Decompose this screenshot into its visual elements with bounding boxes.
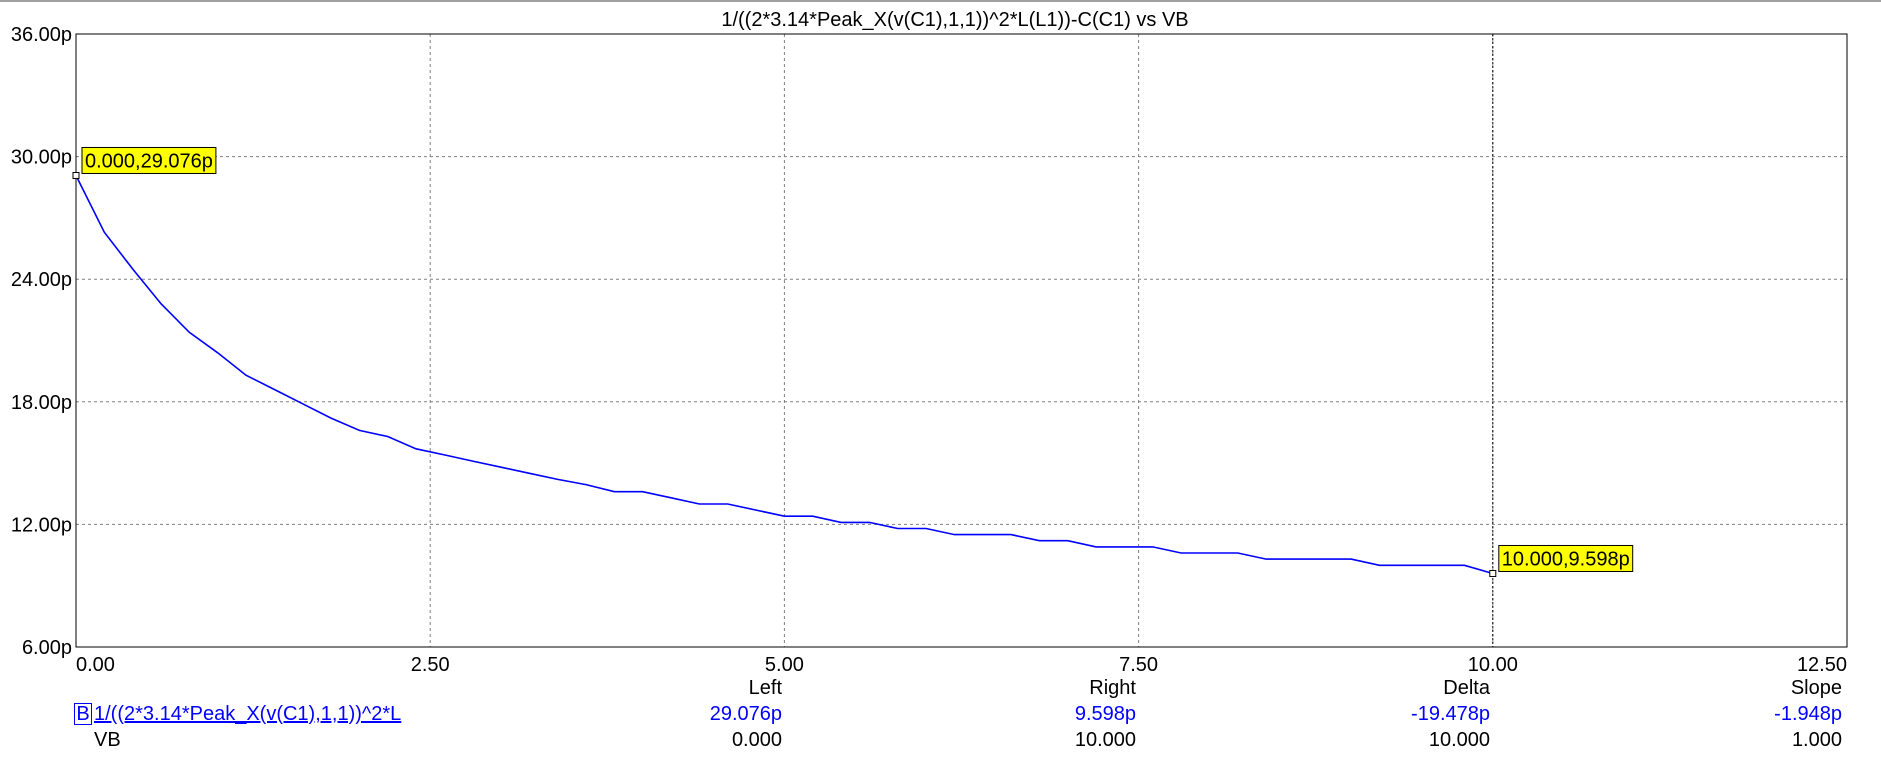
cursor-marker[interactable] [1489, 569, 1497, 577]
x-variable-name: VB [94, 729, 121, 751]
x-tick-label: 0.00 [76, 654, 115, 672]
y-tick-label: 6.00p [22, 637, 72, 659]
y-tick-label: 24.00p [11, 269, 72, 291]
readout-header-delta: Delta [1443, 677, 1490, 699]
plot-area [75, 33, 1848, 648]
cursor-marker[interactable] [72, 171, 80, 179]
cursor-label: 10.000,9.598p [1502, 548, 1630, 570]
readout-header-left: Left [748, 677, 782, 699]
x-tick-label: 5.00 [765, 654, 804, 672]
chart-title: 1/((2*3.14*Peak_X(v(C1),1,1))^2*L(L1))-C… [721, 9, 1188, 31]
grid [76, 34, 1847, 647]
x-tick-label: 7.50 [1119, 654, 1158, 672]
trace-value-left: 29.076p [709, 703, 782, 725]
trace-value-right: 9.598p [1074, 703, 1136, 725]
x-tick-label: 10.00 [1468, 654, 1518, 672]
cursor-layer[interactable]: 0.000,29.076p 10.000,9.598p [72, 34, 1634, 647]
series-line [75, 175, 1494, 575]
readout-header-slope: Slope [1790, 677, 1842, 699]
cursor-label-box [1498, 544, 1634, 572]
y-tick-label: 30.00p [11, 147, 72, 169]
x-axis-ticks: 0.00 2.50 5.00 7.50 10.00 12.50 [76, 654, 1847, 672]
trace-value-slope: -1.948p [1774, 703, 1842, 725]
chart: 1/((2*3.14*Peak_X(v(C1),1,1))^2*L(L1))-C… [11, 9, 1848, 672]
y-tick-label: 12.00p [11, 514, 72, 536]
y-tick-label: 18.00p [11, 392, 72, 414]
series-layer [75, 175, 1494, 575]
xvar-value-left: 0.000 [731, 729, 782, 751]
cursor-label-box [81, 146, 217, 174]
y-axis-ticks: 6.00p 12.00p 18.00p 24.00p 30.00p 36.00p [11, 24, 72, 659]
x-tick-label: 2.50 [411, 654, 450, 672]
xvar-value-slope: 1.000 [1791, 729, 1842, 751]
trace-name[interactable]: 1/((2*3.14*Peak_X(v(C1),1,1))^2*L [94, 703, 402, 725]
trace-box-icon[interactable]: B [74, 703, 92, 725]
xvar-value-right: 10.000 [1074, 729, 1136, 751]
x-tick-label: 12.50 [1797, 654, 1847, 672]
trace-value-delta: -19.478p [1411, 703, 1490, 725]
window-top-border [0, 0, 1881, 2]
cursor-label: 0.000,29.076p [85, 150, 213, 172]
readout-header-right: Right [1089, 677, 1136, 699]
trace-name-link[interactable]: B 1/((2*3.14*Peak_X(v(C1),1,1))^2*L [74, 702, 401, 726]
cursor-readout-panel: Left Right Delta Slope B 1/((2*3.14*Peak_… [0, 672, 1881, 761]
y-tick-label: 36.00p [11, 24, 72, 46]
xvar-value-delta: 10.000 [1428, 729, 1490, 751]
